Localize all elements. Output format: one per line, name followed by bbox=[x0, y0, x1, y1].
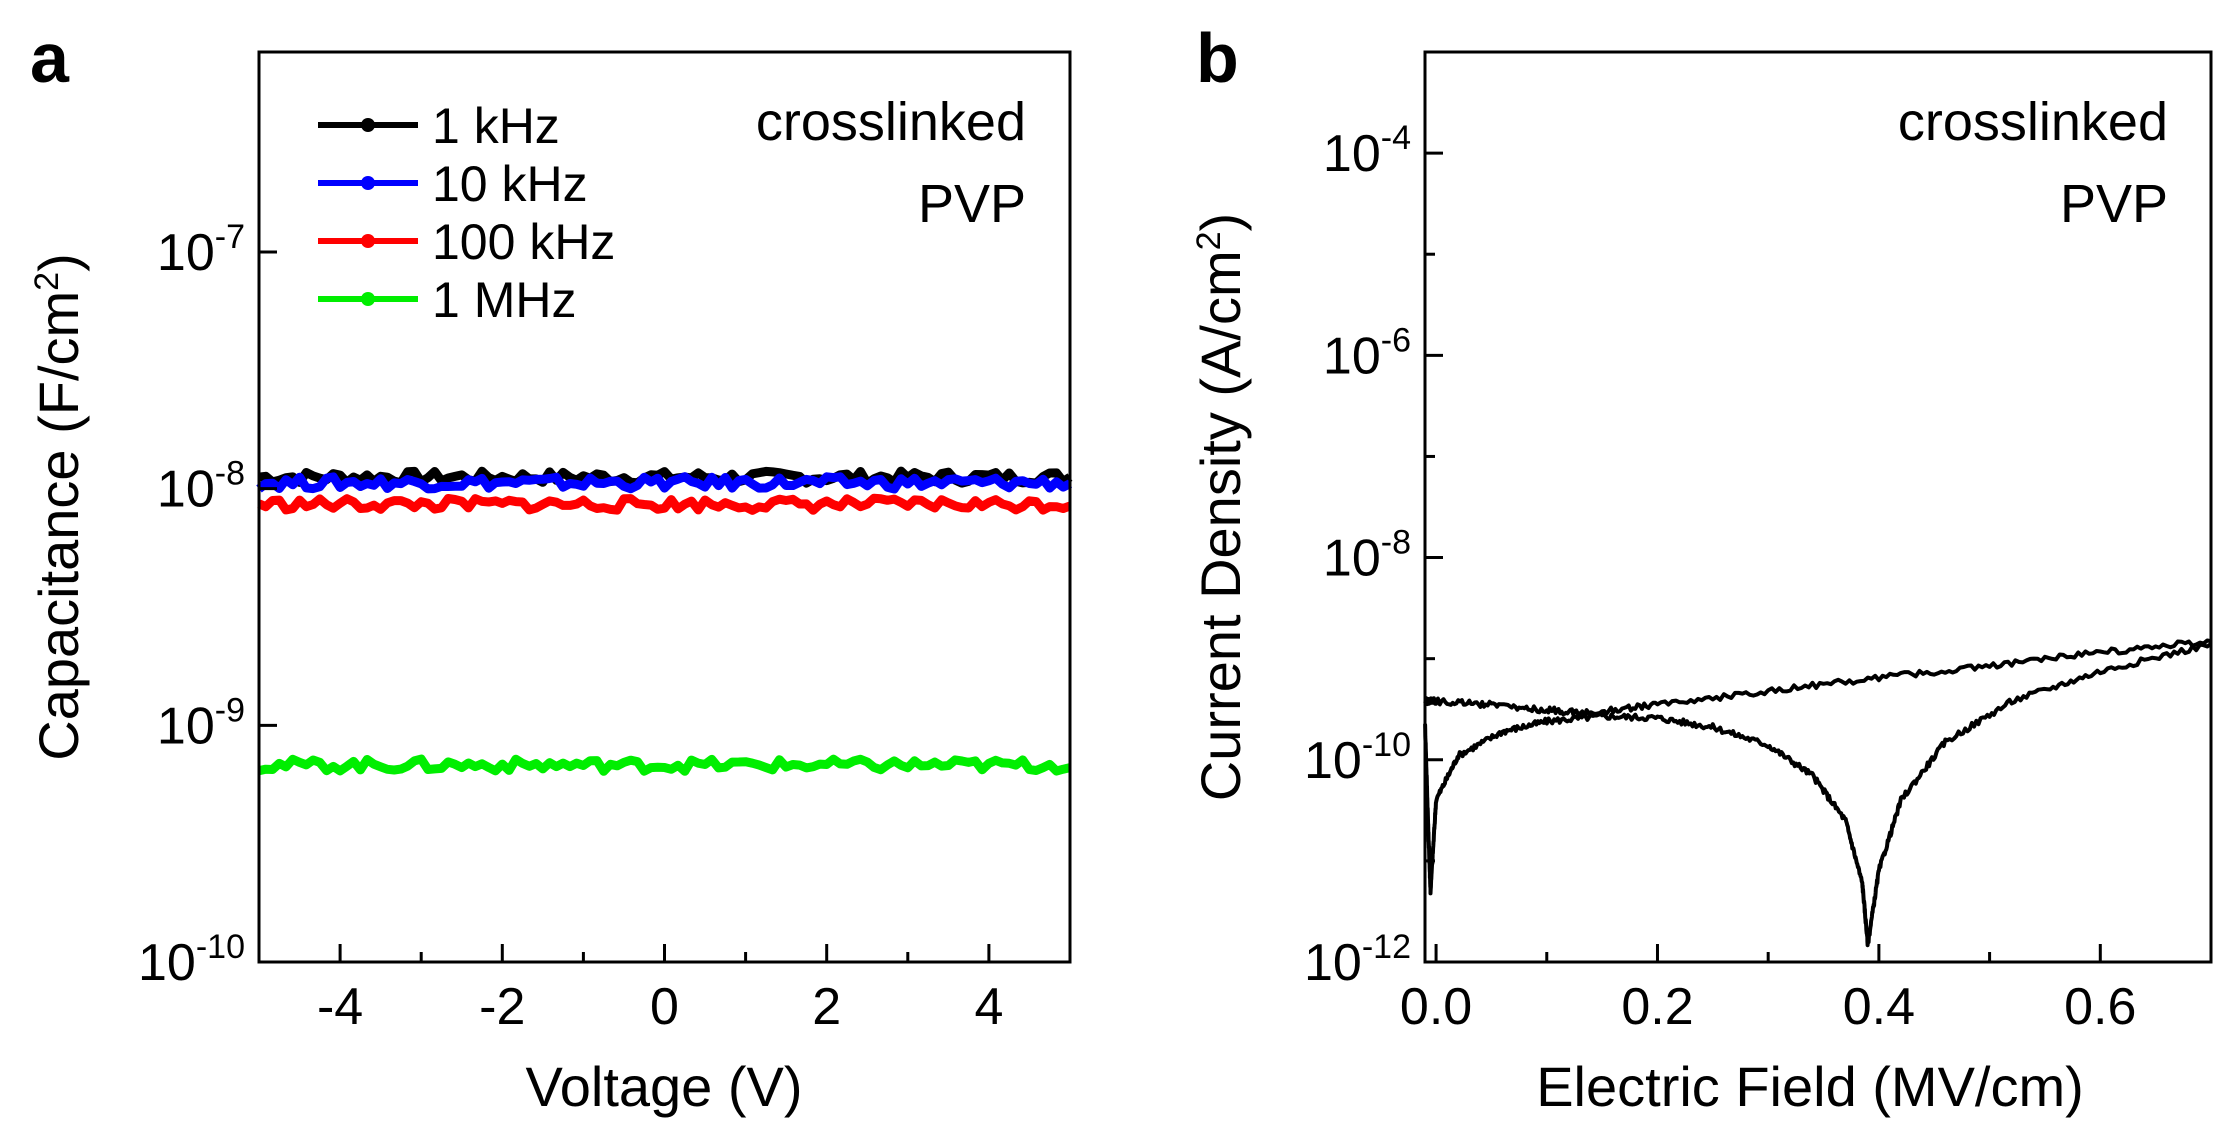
series-line-1-mhz bbox=[258, 754, 1072, 776]
panel-a: a -4 -2 0 2 4 10-710-810-910-10 Voltage (V) … bbox=[27, 19, 1073, 1118]
x-tick-label: 2 bbox=[812, 978, 841, 1036]
legend-label: 100 kHz bbox=[432, 214, 615, 270]
panel-b-x-ticks: 0.0 0.2 0.4 0.6 bbox=[1400, 944, 2213, 1036]
panel-a-annotation-line-1: crosslinked bbox=[756, 92, 1026, 152]
legend-label: 10 kHz bbox=[432, 156, 588, 212]
x-tick-label: 0.6 bbox=[2064, 978, 2136, 1036]
panel-b-y-ticks: 10-4 10-6 10-8 10-10 10-12 bbox=[1304, 50, 1443, 992]
y-tick-label: 10-10 bbox=[1304, 726, 1411, 790]
panel-a-y-ticks: 10-7 10-8 10-9 10-10 bbox=[138, 218, 277, 992]
panel-b-y-axis-label: Current Density (A/cm2) bbox=[1189, 213, 1252, 801]
panel-a-series-group bbox=[256, 466, 1073, 776]
x-tick-label: 0 bbox=[650, 978, 679, 1036]
x-tick-label: 0.0 bbox=[1400, 978, 1472, 1036]
legend-marker bbox=[361, 176, 375, 190]
panel-a-annotation-line-2: PVP bbox=[918, 174, 1026, 234]
panel-b-series-group bbox=[1423, 638, 2213, 948]
x-tick-label: 0.4 bbox=[1843, 978, 1915, 1036]
y-tick-label: 10-10 bbox=[138, 928, 245, 992]
current-density-sweep-1 bbox=[1423, 638, 2212, 718]
panel-b-annotation-line-2: PVP bbox=[2060, 174, 2168, 234]
panel-a-label: a bbox=[30, 19, 70, 97]
x-tick-label: -2 bbox=[479, 978, 525, 1036]
legend-label: 1 MHz bbox=[432, 272, 576, 328]
y-tick-label: 10-6 bbox=[1323, 321, 1411, 385]
panel-b-x-axis-label: Electric Field (MV/cm) bbox=[1536, 1055, 2084, 1118]
x-tick-label: 0.2 bbox=[1621, 978, 1693, 1036]
panel-a-x-axis-label: Voltage (V) bbox=[525, 1055, 802, 1118]
y-tick-label: 10-8 bbox=[1323, 524, 1411, 588]
panel-b-annotation-line-1: crosslinked bbox=[1898, 92, 2168, 152]
panel-a-y-axis-label: Capacitance (F/cm2) bbox=[27, 253, 90, 761]
panel-a-x-ticks: -4 -2 0 2 4 bbox=[257, 944, 1072, 1036]
y-tick-label: 10-9 bbox=[157, 691, 245, 755]
current-density-sweep-2 bbox=[1423, 642, 2213, 948]
series-line-100-khz bbox=[257, 493, 1072, 515]
series-line-10-khz bbox=[256, 472, 1073, 494]
legend-marker bbox=[361, 234, 375, 248]
legend-marker bbox=[361, 118, 375, 132]
panel-b: b 0.0 0.2 0.4 0.6 10-4 10-6 10-8 10-10 10-12 El… bbox=[1189, 19, 2213, 1118]
x-tick-label: 4 bbox=[974, 978, 1003, 1036]
y-tick-label: 10-8 bbox=[157, 455, 245, 519]
legend-label: 1 kHz bbox=[432, 98, 560, 154]
y-tick-label: 10-12 bbox=[1304, 928, 1411, 992]
legend-marker bbox=[361, 292, 375, 306]
x-tick-label: -4 bbox=[317, 978, 363, 1036]
panel-b-label: b bbox=[1196, 19, 1239, 97]
y-tick-label: 10-4 bbox=[1323, 119, 1411, 183]
panel-b-plot-frame bbox=[1423, 50, 2213, 964]
y-tick-label: 10-7 bbox=[157, 218, 245, 282]
